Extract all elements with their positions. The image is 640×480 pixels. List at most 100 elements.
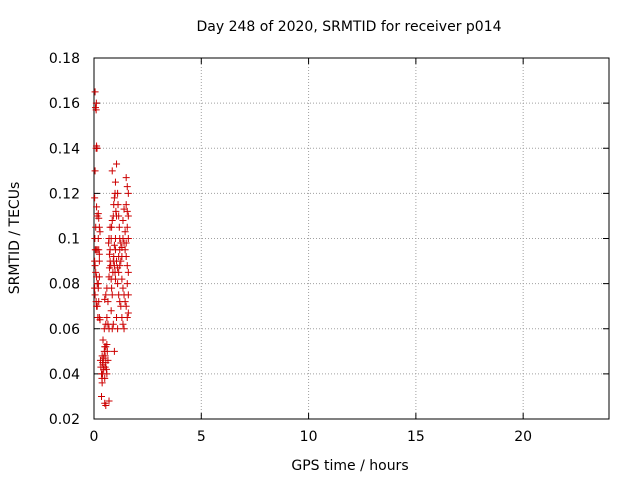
data-point <box>122 174 130 182</box>
data-point <box>95 214 103 222</box>
data-point <box>91 262 99 270</box>
data-point <box>98 392 106 400</box>
data-point <box>110 241 118 249</box>
data-point <box>93 302 101 310</box>
data-point <box>95 298 103 306</box>
y-tick-label: 0.18 <box>49 51 80 67</box>
data-point <box>124 309 132 317</box>
x-tick-label: 20 <box>514 429 532 445</box>
data-point <box>108 216 116 224</box>
data-point <box>111 275 119 283</box>
grid <box>94 58 609 419</box>
plot-frame <box>93 57 610 420</box>
data-point <box>104 298 112 306</box>
data-point <box>123 223 131 231</box>
data-point <box>124 189 132 197</box>
data-point <box>102 401 110 409</box>
y-axis-label: SRMTID / TECUs <box>7 182 23 295</box>
data-point <box>91 291 99 299</box>
data-point <box>116 246 124 254</box>
data-point <box>93 203 101 211</box>
data-point <box>98 352 106 360</box>
data-points <box>91 88 132 409</box>
data-point <box>123 262 131 270</box>
axis-ticks: 0.02 0.04 0.06 0.08 0.1 0.12 0.14 0.16 0.18 0 5 10 1… <box>49 51 609 445</box>
data-point <box>122 201 130 209</box>
data-point <box>96 316 104 324</box>
data-point <box>105 397 113 405</box>
data-point <box>105 239 113 247</box>
data-point <box>108 167 116 175</box>
data-point <box>94 284 102 292</box>
y-tick-label: 0.12 <box>49 186 80 202</box>
data-point <box>124 268 132 276</box>
x-axis-label: GPS time / hours <box>291 458 408 474</box>
data-point <box>124 212 132 220</box>
data-point <box>91 88 99 96</box>
data-point <box>94 235 102 242</box>
data-point <box>124 235 132 242</box>
data-point <box>110 347 118 355</box>
data-point <box>123 183 131 191</box>
data-point <box>117 239 125 247</box>
y-tick-label: 0.1 <box>58 232 80 248</box>
y-tick-label: 0.06 <box>49 322 80 338</box>
data-point <box>103 370 111 378</box>
data-point <box>115 223 123 231</box>
data-point <box>115 212 123 220</box>
data-point <box>99 336 107 344</box>
data-point <box>108 325 116 333</box>
data-point <box>95 223 103 231</box>
data-point <box>123 280 131 288</box>
y-tick-label: 0.16 <box>49 96 80 112</box>
data-point <box>117 257 125 265</box>
data-point <box>118 275 126 283</box>
data-point <box>92 99 100 107</box>
data-point <box>114 189 122 197</box>
y-tick-label: 0.02 <box>49 412 80 428</box>
data-point <box>91 167 99 175</box>
chart-title: Day 248 of 2020, SRMTID for receiver p01… <box>196 19 501 35</box>
y-tick-label: 0.08 <box>49 277 80 293</box>
data-point <box>124 291 132 299</box>
data-point <box>114 201 122 209</box>
data-point <box>98 379 106 387</box>
data-point <box>111 178 119 186</box>
data-point <box>103 313 111 321</box>
data-point <box>102 291 110 299</box>
data-point <box>121 228 129 236</box>
data-point <box>95 257 103 265</box>
data-point <box>122 253 130 261</box>
data-point <box>107 307 115 315</box>
x-tick-label: 5 <box>197 429 206 445</box>
data-point <box>95 273 103 281</box>
data-point <box>121 298 129 306</box>
data-point <box>105 250 113 258</box>
data-point <box>119 216 127 224</box>
data-point <box>120 325 128 333</box>
data-point <box>108 284 116 292</box>
data-point <box>103 347 111 355</box>
data-point <box>123 313 131 321</box>
data-point <box>95 246 103 254</box>
data-point <box>112 207 120 215</box>
data-point <box>115 253 123 261</box>
data-point <box>103 341 111 349</box>
data-point <box>101 374 109 382</box>
data-point <box>106 223 114 231</box>
data-point <box>101 363 109 371</box>
y-tick-label: 0.04 <box>49 367 80 383</box>
data-point <box>109 320 117 328</box>
data-point <box>95 250 103 258</box>
data-point <box>120 205 128 213</box>
y-tick-label: 0.14 <box>49 141 80 157</box>
data-point <box>108 291 116 299</box>
data-point <box>92 268 100 276</box>
x-tick-label: 15 <box>407 429 425 445</box>
data-point <box>113 160 121 168</box>
x-tick-label: 10 <box>300 429 318 445</box>
data-point <box>119 284 127 292</box>
data-point <box>115 268 123 276</box>
data-point <box>114 280 122 288</box>
